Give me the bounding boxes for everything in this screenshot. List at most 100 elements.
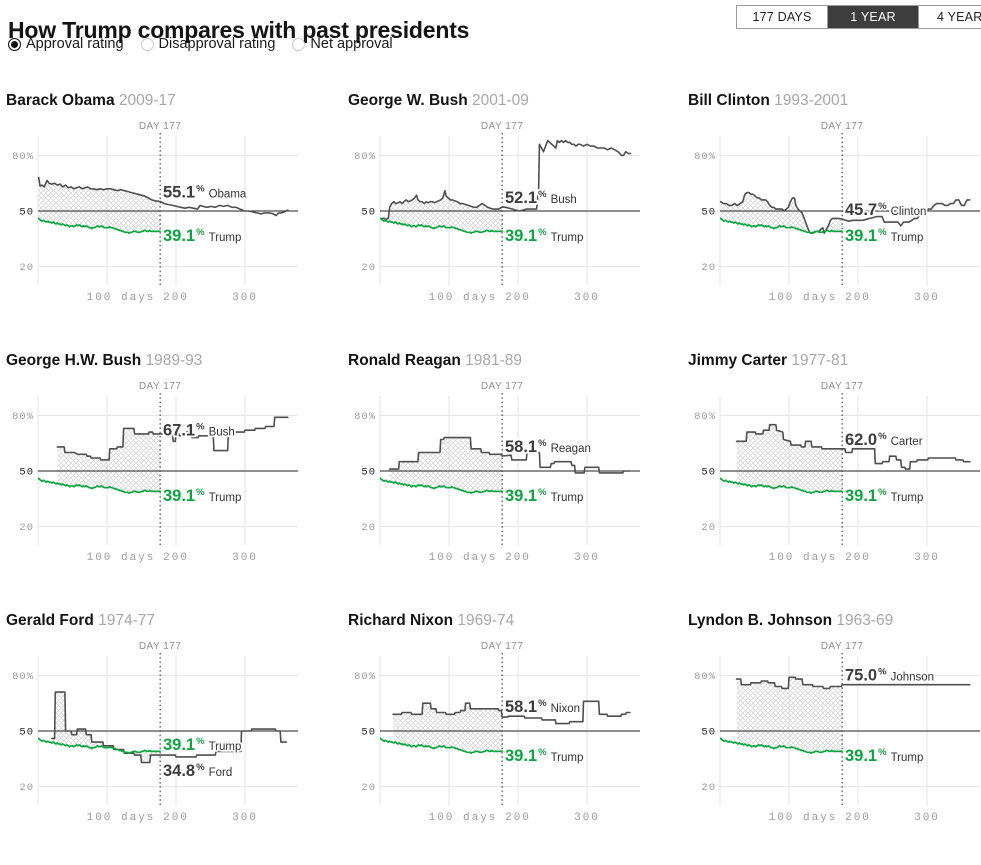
trump-value-label: 39.1% Trump — [505, 747, 583, 765]
president-approval-line — [392, 700, 631, 725]
approval-comparison-plot: DAY 177 80% 50 20 100 days 200 300 55.1% Obama 39… — [12, 121, 298, 304]
y-axis-tick: 50 — [701, 727, 716, 739]
x-axis-tick: 300 — [574, 292, 600, 304]
radio-unselected-icon[interactable] — [292, 37, 306, 51]
x-axis-tick: 300 — [574, 812, 600, 824]
president-approval-line — [50, 691, 288, 764]
x-axis-tick: 100 days — [429, 812, 498, 824]
trump-value-label: 39.1% Trump — [845, 227, 923, 245]
chart-president-name: Barack Obama — [6, 92, 115, 109]
president-approval-line — [719, 191, 971, 234]
trump-value-label: 39.1% Trump — [505, 227, 583, 245]
chart-title: George W. Bush 2001-09 — [348, 92, 660, 112]
chart-president-years: 1993-2001 — [769, 92, 849, 109]
chart-president-name: Bill Clinton — [688, 92, 770, 109]
x-axis-tick: 300 — [914, 292, 940, 304]
chart-president-name: Richard Nixon — [348, 612, 454, 629]
president-chart-nixon: Richard Nixon 1969-74 DAY 177 80% 50 20 100 d… — [330, 605, 660, 865]
metric-option-label: Disapproval rating — [158, 36, 276, 52]
chart-president-name: Lyndon B. Johnson — [688, 612, 833, 629]
chart-president-years: 1974-77 — [93, 612, 156, 629]
trump-approval-line — [719, 477, 843, 495]
chart-president-name: George W. Bush — [348, 92, 468, 109]
president-chart-carter: Jimmy Carter 1977-81 DAY 177 80% 50 20 100 da… — [660, 345, 981, 605]
chart-title: Gerald Ford 1974-77 — [6, 612, 330, 632]
trump-approval-line — [37, 737, 161, 755]
x-axis-tick: 300 — [914, 812, 940, 824]
x-axis-tick: 200 — [505, 812, 531, 824]
day-177-label: DAY 177 — [139, 381, 182, 392]
approval-gap-area — [736, 677, 843, 754]
time-range-button-4-years[interactable]: 4 YEARS — [918, 6, 981, 28]
y-axis-tick: 80% — [694, 411, 716, 423]
approval-comparison-plot: DAY 177 80% 50 20 100 days 200 300 52.1% Bush 39.… — [354, 121, 640, 304]
x-axis-tick: 200 — [505, 552, 531, 564]
chart-title: Bill Clinton 1993-2001 — [688, 92, 981, 112]
x-axis-tick: 200 — [163, 552, 189, 564]
y-axis-tick: 20 — [19, 262, 34, 274]
approval-gap-area — [389, 437, 503, 494]
approval-gap-area — [38, 177, 161, 234]
chart-president-years: 2009-17 — [114, 92, 176, 109]
president-chart-bush: George W. Bush 2001-09 DAY 177 80% 50 20 100 … — [330, 85, 660, 345]
president-chart-reagan: Ronald Reagan 1981-89 DAY 177 80% 50 20 100 d… — [330, 345, 660, 605]
page-title: How Trump compares with past presidents — [8, 17, 470, 44]
chart-title: Richard Nixon 1969-74 — [348, 612, 660, 632]
x-axis-tick: 300 — [574, 552, 600, 564]
approval-comparison-plot: DAY 177 80% 50 20 100 days 200 300 75.0% Johnson… — [694, 641, 980, 824]
chart-title: Ronald Reagan 1981-89 — [348, 352, 660, 372]
x-axis-tick: 300 — [232, 812, 258, 824]
trump-approval-line — [37, 477, 161, 495]
approval-gap-area — [736, 424, 843, 494]
day-177-label: DAY 177 — [481, 641, 524, 652]
y-axis-tick: 80% — [694, 671, 716, 683]
x-axis-tick: 100 days — [429, 292, 498, 304]
president-chart-bush: George H.W. Bush 1989-93 DAY 177 80% 50 20 10… — [0, 345, 330, 605]
chart-president-name: Ronald Reagan — [348, 352, 461, 369]
x-axis-tick: 300 — [232, 552, 258, 564]
y-axis-tick: 20 — [361, 522, 376, 534]
approval-gap-area — [393, 703, 503, 754]
trump-approval-line — [379, 477, 503, 495]
president-approval-line — [37, 176, 289, 217]
chart-president-years: 1981-89 — [460, 352, 523, 369]
president-value-label: 52.1% Bush — [505, 189, 577, 207]
y-axis-tick: 80% — [354, 151, 376, 163]
president-chart-obama: Barack Obama 2009-17 DAY 177 80% 50 20 100 da… — [0, 85, 330, 345]
chart-president-years: 2001-09 — [467, 92, 529, 109]
time-range-button-177-days[interactable]: 177 DAYS — [752, 10, 812, 24]
chart-title: George H.W. Bush 1989-93 — [6, 352, 330, 372]
y-axis-tick: 20 — [701, 522, 716, 534]
y-axis-tick: 20 — [701, 782, 716, 794]
president-chart-clinton: Bill Clinton 1993-2001 DAY 177 80% 50 20 100 … — [660, 85, 981, 345]
chart-president-name: George H.W. Bush — [6, 352, 142, 369]
day-177-label: DAY 177 — [821, 381, 864, 392]
time-range-button-1-year[interactable]: 1 YEAR — [827, 6, 918, 28]
approval-gap-area — [51, 692, 161, 763]
day-177-label: DAY 177 — [481, 381, 524, 392]
radio-unselected-icon[interactable] — [140, 37, 154, 51]
y-axis-tick: 80% — [12, 411, 34, 423]
y-axis-tick: 50 — [19, 467, 34, 479]
trump-approval-line — [379, 737, 503, 755]
trump-value-label: 39.1% Trump — [505, 487, 583, 505]
president-value-label: 45.7% Clinton — [845, 201, 926, 219]
approval-gap-area — [57, 428, 161, 494]
president-approval-line — [381, 139, 632, 221]
trump-value-label: 39.1% Trump — [163, 736, 241, 754]
day-177-label: DAY 177 — [821, 121, 864, 132]
metric-option-approval-rating[interactable]: Approval rating — [8, 36, 124, 52]
y-axis-tick: 80% — [12, 671, 34, 683]
chart-title: Lyndon B. Johnson 1963-69 — [688, 612, 981, 632]
x-axis-tick: 300 — [232, 292, 258, 304]
metric-option-net-approval[interactable]: Net approval — [292, 36, 393, 52]
y-axis-tick: 50 — [19, 207, 34, 219]
radio-selected-icon[interactable] — [8, 37, 21, 51]
president-chart-ford: Gerald Ford 1974-77 DAY 177 80% 50 20 100 day… — [0, 605, 330, 865]
x-axis-tick: 200 — [163, 292, 189, 304]
metric-option-label: Approval rating — [26, 36, 124, 52]
chart-president-name: Jimmy Carter — [688, 352, 788, 369]
y-axis-tick: 80% — [694, 151, 716, 163]
metric-option-disapproval-rating[interactable]: Disapproval rating — [140, 36, 276, 52]
